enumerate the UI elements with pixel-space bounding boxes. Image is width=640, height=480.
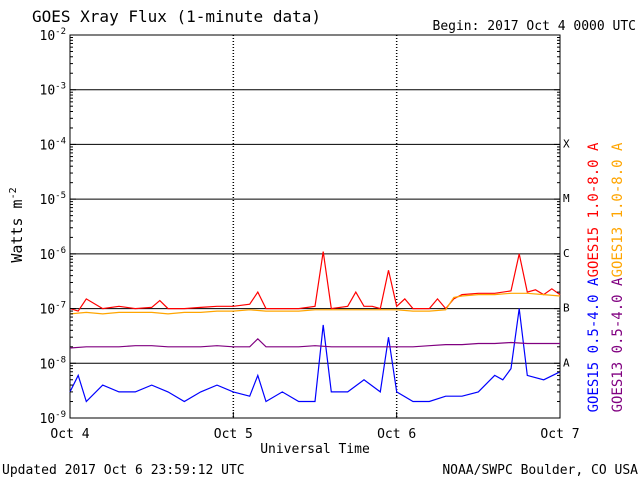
- legend-entry: GOES15 0.5-4.0 A: [586, 277, 602, 412]
- y-axis-label-text: Watts m: [8, 199, 26, 262]
- y-tick-label: 10-6: [40, 246, 67, 263]
- y-axis-label: Watts m-2: [8, 187, 26, 262]
- y-tick-label: 10-2: [40, 27, 67, 44]
- series-line: [69, 337, 560, 349]
- legend-entry: GOES13 0.5-4.0 A: [610, 277, 626, 412]
- grid-layer: [70, 35, 560, 418]
- flare-class-label: M: [563, 192, 570, 205]
- y-tick-label: 10-9: [40, 410, 67, 427]
- y-tick-label: 10-7: [40, 301, 67, 318]
- legend-entry: GOES15 1.0-8.0 A: [586, 142, 602, 277]
- y-axis-label-exponent: -2: [8, 187, 19, 199]
- legend: GOES15 1.0-8.0 A GOES13 1.0-8.0 A GOES15 0…: [586, 142, 626, 412]
- x-axis-label: Universal Time: [260, 442, 370, 457]
- x-tick-label: Oct 7: [540, 427, 579, 442]
- y-tick-label: 10-8: [40, 355, 67, 372]
- flare-class-label: B: [563, 302, 570, 315]
- flare-class-label: C: [563, 247, 570, 260]
- y-tick-label: 10-5: [40, 191, 67, 208]
- x-tick-label: Oct 6: [377, 427, 416, 442]
- y-tick-label: 10-4: [40, 136, 67, 153]
- begin-label: Begin: 2017 Oct 4 0000 UTC: [433, 19, 637, 34]
- svg-text:Watts m-2: Watts m-2: [8, 187, 26, 262]
- y-tick-label: 10-3: [40, 82, 67, 99]
- flare-class-label: A: [563, 356, 570, 369]
- plot-frame: [69, 34, 561, 419]
- flare-class-label: X: [563, 137, 570, 150]
- x-tick-label: Oct 5: [214, 427, 253, 442]
- series-layer: [69, 251, 561, 403]
- series-line: [69, 308, 561, 403]
- legend-entry: GOES13 1.0-8.0 A: [610, 142, 626, 277]
- series-line: [69, 292, 561, 315]
- updated-label: Updated 2017 Oct 6 23:59:12 UTC: [2, 463, 245, 478]
- series-line: [69, 251, 561, 312]
- chart-title: GOES Xray Flux (1-minute data): [32, 7, 321, 26]
- credit-label: NOAA/SWPC Boulder, CO USA: [442, 463, 638, 478]
- x-tick-label: Oct 4: [50, 427, 89, 442]
